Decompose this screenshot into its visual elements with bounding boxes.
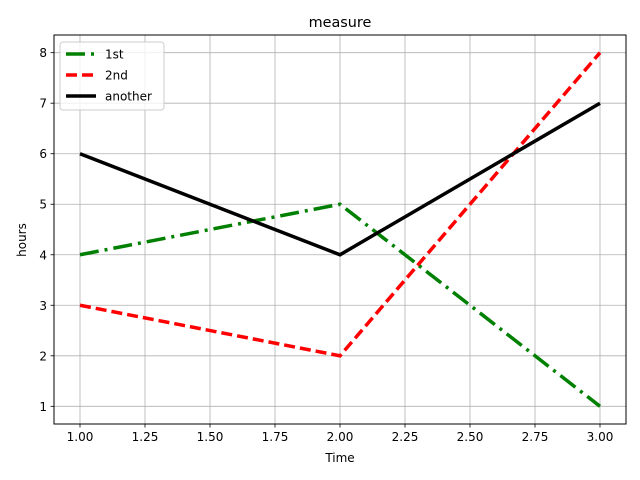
legend-box bbox=[59, 41, 165, 111]
y-axis-label: hours bbox=[15, 223, 29, 257]
x-tick-label: 1.50 bbox=[197, 430, 224, 444]
y-tick-label: 4 bbox=[39, 248, 47, 262]
y-tick-label: 8 bbox=[39, 46, 47, 60]
x-tick-label: 2.75 bbox=[522, 430, 549, 444]
legend-label: another bbox=[105, 90, 152, 104]
x-axis-label: Time bbox=[324, 451, 354, 465]
y-tick-label: 2 bbox=[39, 349, 47, 363]
legend-label: 1st bbox=[105, 48, 124, 62]
series-layer bbox=[79, 51, 602, 408]
x-tick-label: 1.25 bbox=[132, 430, 159, 444]
legend: 1st 2nd another bbox=[59, 41, 165, 111]
y-tick-label: 5 bbox=[39, 198, 47, 212]
legend-label: 2nd bbox=[105, 69, 128, 83]
x-tick-label: 3.00 bbox=[587, 430, 614, 444]
series-line-1 bbox=[79, 202, 602, 408]
y-tick-label: 6 bbox=[39, 147, 47, 161]
x-tick-label: 2.00 bbox=[327, 430, 354, 444]
y-tick-label: 3 bbox=[39, 299, 47, 313]
series-line-3 bbox=[79, 101, 601, 257]
ticks: 1.00 1.25 1.50 1.75 2.00 2.25 2.50 2.75 3.00 1 2 3 4… bbox=[39, 46, 613, 444]
y-tick-label: 1 bbox=[39, 400, 47, 414]
x-tick-label: 2.25 bbox=[392, 430, 419, 444]
x-tick-label: 1.75 bbox=[262, 430, 289, 444]
y-tick-label: 7 bbox=[39, 97, 47, 111]
chart-title: measure bbox=[309, 15, 372, 31]
x-tick-label: 1.00 bbox=[67, 430, 94, 444]
x-tick-label: 2.50 bbox=[457, 430, 484, 444]
